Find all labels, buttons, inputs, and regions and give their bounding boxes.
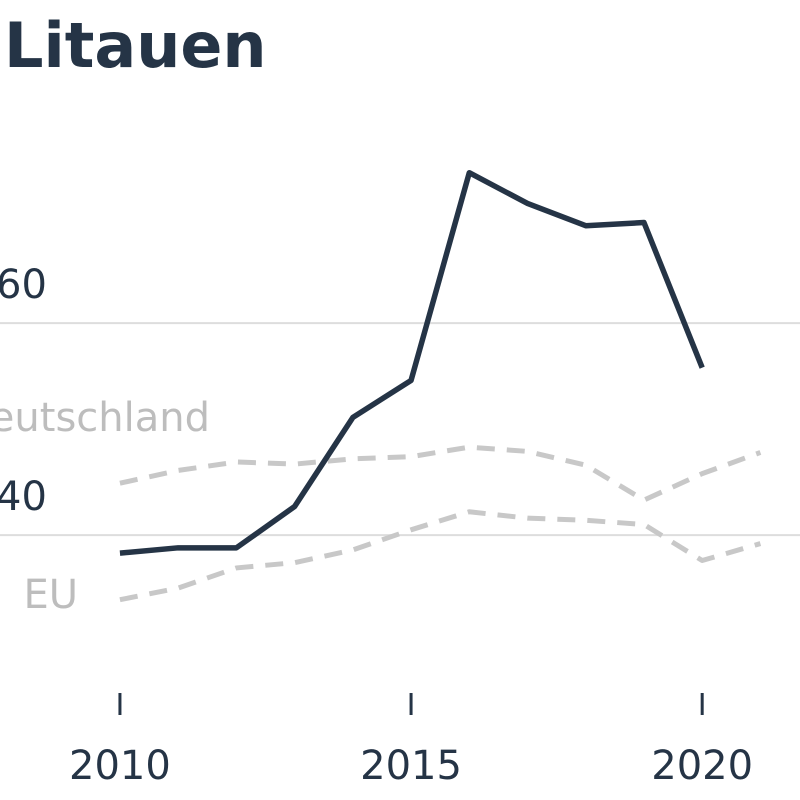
series-line bbox=[119, 444, 762, 503]
chart-title: Litauen bbox=[4, 9, 267, 82]
x-tick-label: 2010 bbox=[69, 743, 171, 789]
x-tick-label: 2020 bbox=[651, 743, 753, 789]
y-tick-label: 40 bbox=[0, 474, 47, 520]
series-line bbox=[119, 509, 762, 603]
x-tick-label: 2015 bbox=[360, 743, 462, 789]
y-tick-label: 60 bbox=[0, 262, 47, 308]
series-line bbox=[119, 169, 705, 556]
series-label: EU bbox=[23, 572, 78, 618]
series-label: Deutschland bbox=[0, 395, 210, 441]
